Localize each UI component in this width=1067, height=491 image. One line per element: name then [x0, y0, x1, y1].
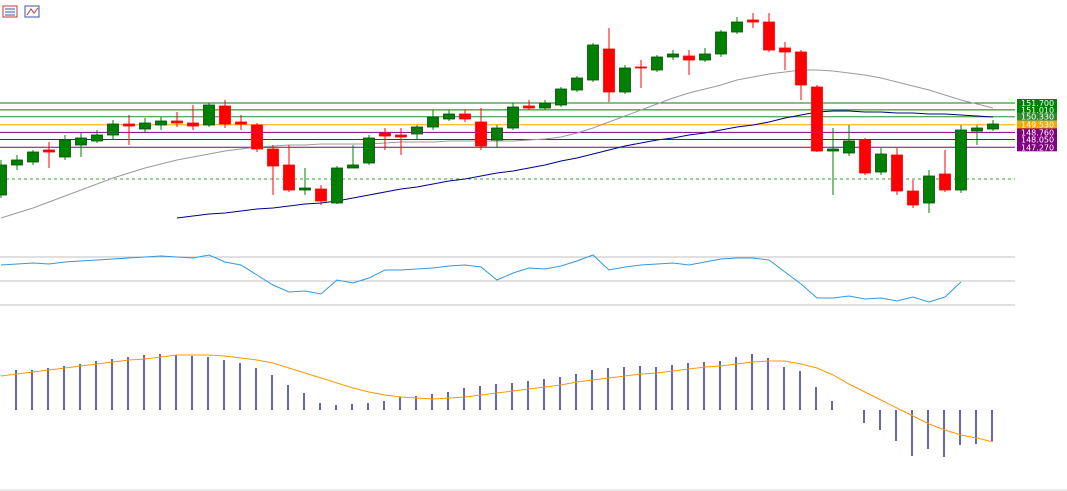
candle-body [539, 102, 551, 109]
candle-body [411, 126, 423, 135]
candle-body [779, 47, 791, 53]
candle-body [715, 31, 727, 55]
candle-body [475, 121, 487, 147]
candle-body [0, 164, 7, 196]
candle-body [75, 137, 87, 146]
candle-body [43, 149, 55, 153]
indicator-line [0, 254, 962, 303]
candle-body [363, 137, 375, 164]
candle-body [331, 167, 343, 204]
candle-body [427, 116, 439, 128]
candle-body [907, 190, 919, 206]
level-label: 148.760 [1021, 128, 1054, 137]
candle-body [875, 153, 887, 173]
toolbar-icons [2, 5, 40, 18]
candle-body [443, 113, 455, 120]
candle-body [747, 19, 759, 23]
candle-body [27, 151, 39, 163]
candle-body [859, 139, 871, 174]
level-label: 148.050 [1021, 136, 1054, 145]
candle-body [59, 139, 71, 158]
candle-body [491, 127, 503, 141]
candle-body [795, 51, 807, 86]
level-label-box [1017, 128, 1057, 137]
candle-body [523, 105, 535, 109]
candle-body [171, 120, 183, 124]
candle-body [315, 188, 327, 202]
level-label-box [1017, 105, 1057, 114]
level-label-box [1017, 112, 1057, 121]
candle-body [923, 175, 935, 204]
candle-body [731, 21, 743, 33]
level-label: 151.700 [1021, 99, 1054, 108]
candle-body [987, 123, 999, 130]
candle-body [395, 134, 407, 138]
candle-body [667, 53, 679, 58]
candle-body [827, 148, 839, 152]
candle-body [459, 113, 471, 120]
candle-body [571, 77, 583, 91]
level-label: 147.270 [1021, 143, 1054, 152]
candle-body [955, 129, 967, 191]
candle-body [651, 56, 663, 71]
candle-body [187, 122, 199, 127]
candle-body [555, 88, 567, 106]
level-label-box [1017, 120, 1057, 129]
candle-body [507, 106, 519, 129]
signal-line [0, 354, 994, 443]
candle-body [811, 86, 823, 152]
candle-body [683, 55, 695, 61]
icon-stroke [26, 7, 39, 16]
candle-body [843, 140, 855, 154]
candle-body [11, 159, 23, 166]
candle-body [603, 48, 615, 93]
level-label-box [1017, 143, 1057, 152]
candle-body [91, 134, 103, 142]
level-label: 150.330 [1021, 113, 1054, 122]
candle-body [203, 104, 215, 126]
level-label: 149.530 [1021, 121, 1054, 130]
candle-body [299, 187, 311, 191]
moving-average [176, 110, 994, 219]
candle-body [219, 105, 231, 125]
candle-body [971, 127, 983, 132]
candle-body [635, 66, 647, 69]
candle-body [235, 121, 247, 125]
level-label-box [1017, 99, 1057, 107]
candle-body [347, 164, 359, 169]
candle-body [283, 164, 295, 191]
candle-body [939, 173, 951, 191]
candle-body [107, 123, 119, 136]
candle-body [379, 132, 391, 137]
candle-body [619, 67, 631, 93]
level-label: 151.010 [1021, 106, 1054, 115]
candle-body [267, 148, 279, 167]
candle-body [587, 44, 599, 81]
candle-body [139, 122, 151, 130]
candle-body [891, 154, 903, 192]
icon-chart[interactable] [24, 5, 40, 18]
level-label-box [1017, 135, 1057, 144]
candle-body [251, 124, 263, 150]
candle-body [763, 21, 775, 51]
candle-body [123, 123, 135, 127]
candle-body [699, 53, 711, 61]
candle-body [155, 120, 167, 126]
